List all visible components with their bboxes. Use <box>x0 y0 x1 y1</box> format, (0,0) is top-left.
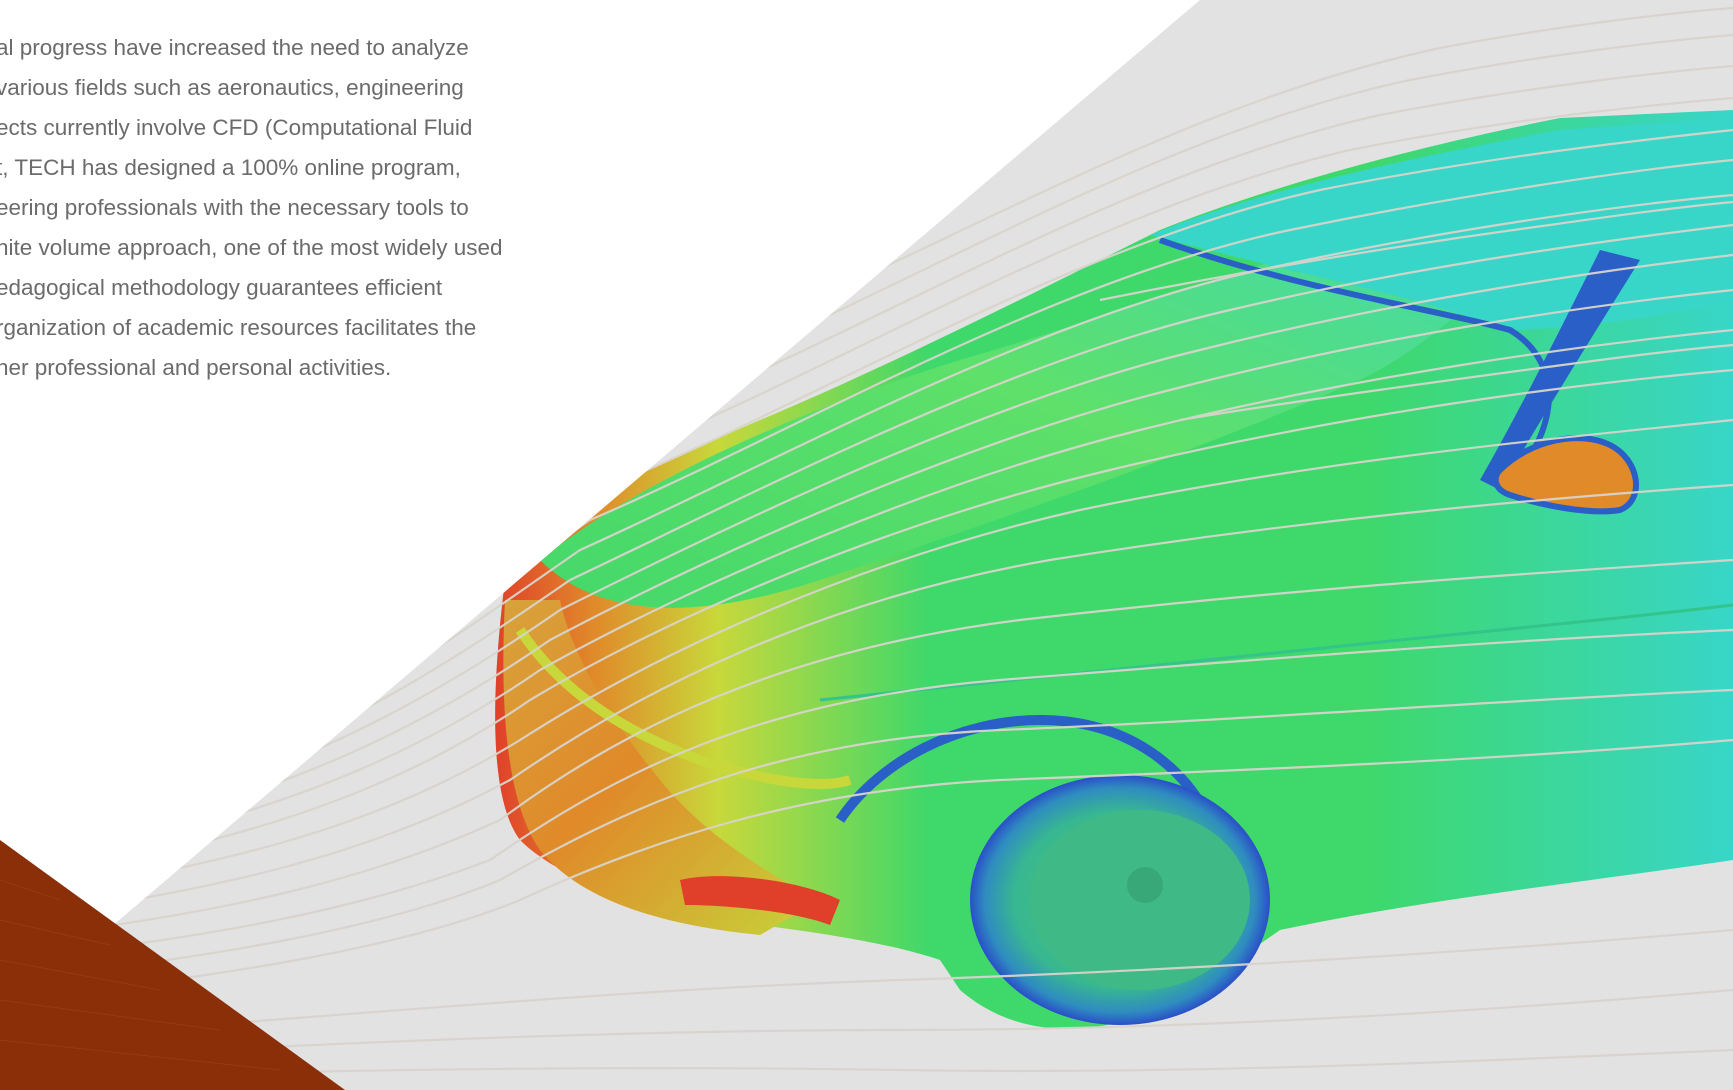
intro-line: rganization of academic resources facili… <box>0 315 477 340</box>
intro-line: her professional and personal activities… <box>0 355 392 380</box>
intro-paragraph: al progress have increased the need to a… <box>0 28 556 388</box>
accent-texture <box>0 879 281 1071</box>
intro-line: various fields such as aeronautics, engi… <box>0 75 464 100</box>
simulation-scene <box>0 6 1733 1082</box>
wheel-hub <box>1127 867 1163 903</box>
brown-accent-triangle <box>0 840 345 1090</box>
fog-light <box>680 876 840 925</box>
side-mirror <box>1492 435 1639 515</box>
a-pillar <box>1480 250 1640 490</box>
intro-line: nite volume approach, one of the most wi… <box>0 235 503 260</box>
intro-line: al progress have increased the need to a… <box>0 35 469 60</box>
intro-line: ects currently involve CFD (Computationa… <box>0 115 473 140</box>
intro-line: eering professionals with the necessary … <box>0 195 469 220</box>
car-hood <box>540 200 1560 608</box>
car-nose <box>503 600 820 935</box>
intro-line: edagogical methodology guarantees effici… <box>0 275 443 300</box>
front-fender-arch <box>835 714 1215 823</box>
headlight <box>515 627 852 789</box>
intro-line: t, TECH has designed a 100% online progr… <box>0 155 461 180</box>
